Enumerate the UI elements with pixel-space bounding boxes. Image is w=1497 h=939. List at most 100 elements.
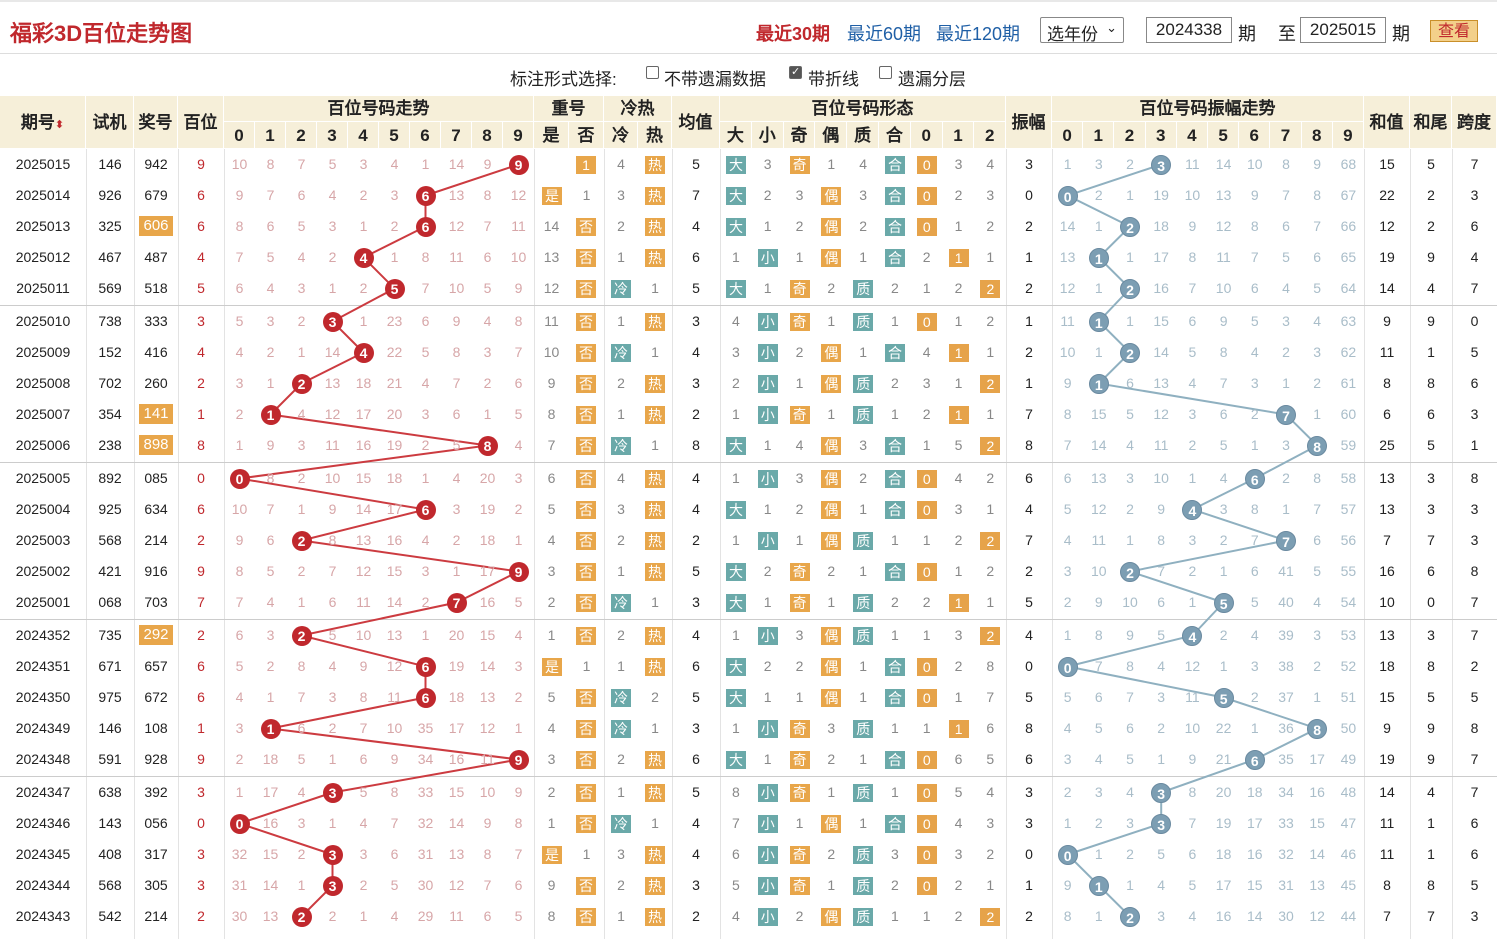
amp-miss: 3	[1094, 156, 1103, 172]
avg-cell: 6	[692, 249, 700, 265]
miss-cell: 10	[231, 156, 248, 172]
miss-cell: 2	[359, 187, 368, 203]
repeat-miss: 13	[543, 249, 560, 265]
issue-cell: 2025013	[15, 218, 71, 234]
amp-miss: 1	[1282, 375, 1290, 391]
col-trend-digit-3: 3	[317, 122, 348, 149]
col-amptrend-digit-1: 1	[1083, 122, 1115, 149]
recent-60-link[interactable]: 最近60期	[847, 24, 922, 44]
col-issue[interactable]: 期号⬍	[0, 96, 86, 149]
issue-cell: 2025007	[15, 406, 71, 422]
amp-miss: 5	[1063, 501, 1072, 517]
shape-miss: 3	[795, 627, 804, 643]
miss-cell: 4	[359, 815, 368, 831]
mod-tag: 1	[948, 593, 969, 612]
shape-miss: 1	[795, 532, 804, 548]
amp-miss: 16	[1246, 846, 1263, 862]
with-polyline-label[interactable]: 带折线	[808, 70, 859, 89]
shape-tag: 大	[726, 155, 746, 174]
amp-miss: 12	[1059, 280, 1076, 296]
span-cell: 6	[1470, 815, 1479, 831]
miss-cell: 1	[328, 280, 337, 296]
hot-tag: 热	[645, 248, 665, 267]
mod-miss: 3	[922, 375, 931, 391]
miss-cell: 3	[514, 470, 523, 486]
amp-miss: 1	[1126, 532, 1134, 548]
miss-cell: 7	[328, 563, 337, 579]
miss-cell: 10	[386, 720, 403, 736]
cold-miss: 2	[617, 751, 625, 767]
amp-cell: 0	[1025, 187, 1033, 203]
repeat-no-tag: 否	[576, 719, 596, 738]
amp-miss: 10	[1059, 344, 1076, 360]
test-cell: 926	[98, 187, 122, 203]
amp-ball: 6	[1244, 749, 1265, 770]
miss-cell: 8	[483, 846, 492, 862]
mod-miss: 3	[954, 501, 963, 517]
miss-cell: 1	[359, 313, 368, 329]
mod-miss: 1	[986, 877, 995, 893]
miss-cell: 4	[390, 908, 399, 924]
amp-miss: 2	[1219, 532, 1228, 548]
amp-miss: 2	[1094, 815, 1103, 831]
amp-miss: 9	[1126, 627, 1134, 643]
shape-miss: 2	[795, 908, 804, 924]
miss-cell: 6	[421, 313, 430, 329]
miss-layer-label[interactable]: 遗漏分层	[898, 70, 966, 89]
mod-miss: 3	[954, 846, 963, 862]
shape-tag: 大	[726, 279, 746, 298]
from-issue-input[interactable]: 2024338	[1146, 17, 1232, 43]
recent-30-link[interactable]: 最近30期	[756, 24, 831, 44]
miss-cell: 3	[514, 658, 523, 674]
prize-cell: 416	[144, 344, 168, 360]
amp-miss: 3	[1250, 658, 1259, 674]
col-amptrend-digit-9: 9	[1332, 122, 1364, 149]
shape-miss: 1	[732, 249, 740, 265]
prize-cell: 672	[144, 689, 168, 705]
miss-cell: 15	[262, 846, 279, 862]
shape-miss: 1	[891, 908, 899, 924]
mod-tag: 0	[916, 217, 937, 236]
amp-miss: 8	[1063, 908, 1072, 924]
avg-cell: 4	[692, 344, 700, 360]
miss-cell: 6	[359, 751, 368, 767]
with-polyline-checkbox[interactable]	[789, 65, 802, 79]
no-miss-data-checkbox[interactable]	[646, 66, 659, 79]
mod-miss: 5	[986, 751, 995, 767]
shape-tag: 合	[885, 814, 905, 833]
amp-miss: 16	[1153, 280, 1169, 296]
amp-miss: 4	[1126, 784, 1134, 800]
sum-cell: 9	[1383, 720, 1391, 736]
col-hundred: 百位	[178, 96, 224, 149]
repeat-no-tag: 否	[576, 343, 596, 362]
sum-cell: 13	[1379, 470, 1395, 486]
amp-cell: 2	[1025, 908, 1033, 924]
miss-cell: 4	[266, 594, 275, 610]
hundred-cell: 2	[197, 375, 205, 391]
amp-miss: 3	[1157, 908, 1166, 924]
amp-miss: 5	[1157, 627, 1166, 643]
hundred-cell: 6	[197, 501, 205, 517]
mod-miss: 2	[922, 594, 931, 610]
avg-cell: 6	[692, 658, 700, 674]
year-select[interactable]: 选年份 ⌄	[1040, 17, 1124, 44]
sort-icon[interactable]: ⬍	[54, 119, 65, 131]
span-cell: 3	[1470, 187, 1479, 203]
to-issue-input[interactable]: 2025015	[1300, 17, 1386, 43]
recent-120-link[interactable]: 最近120期	[936, 24, 1021, 44]
cold-tag: 冷	[611, 593, 631, 612]
repeat-no-tag: 否	[576, 562, 596, 581]
view-button[interactable]: 查看	[1430, 20, 1478, 42]
miss-cell: 9	[328, 501, 337, 517]
miss-cell: 3	[297, 437, 306, 453]
amp-miss: 8	[1313, 470, 1322, 486]
miss-cell: 7	[235, 249, 244, 265]
miss-layer-checkbox[interactable]	[879, 66, 892, 79]
shape-miss: 1	[859, 689, 867, 705]
no-miss-data-label[interactable]: 不带遗漏数据	[664, 70, 766, 89]
amp-miss: 7	[1188, 815, 1197, 831]
shape-tag: 合	[885, 657, 905, 676]
mod-miss: 1	[922, 280, 931, 296]
amp-miss: 13	[1090, 470, 1107, 486]
repeat-no-tag: 否	[576, 593, 596, 612]
